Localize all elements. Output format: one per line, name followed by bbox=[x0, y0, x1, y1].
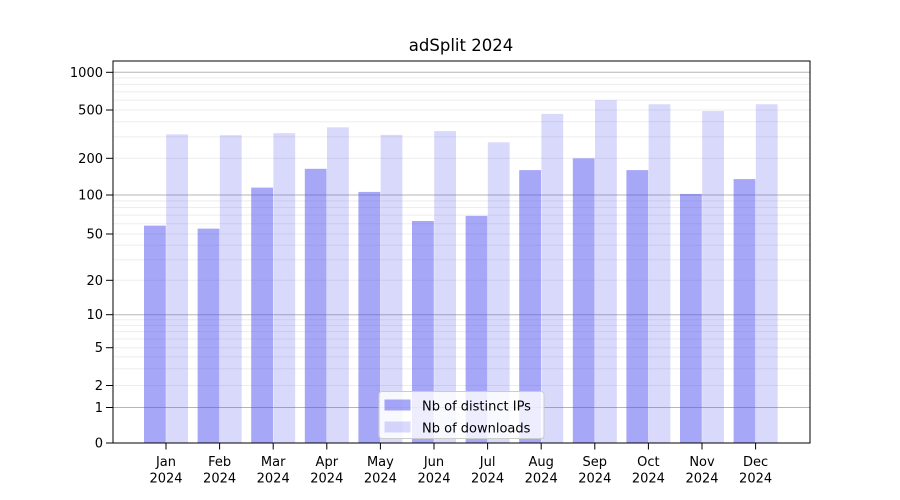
y-tick-label: 10 bbox=[86, 308, 103, 323]
bar-downloads bbox=[166, 134, 188, 444]
x-tick-label-month: May bbox=[367, 455, 394, 470]
y-tick-label: 100 bbox=[78, 189, 103, 204]
x-tick-label-month: Jul bbox=[479, 455, 496, 470]
x-tick-label-month: Feb bbox=[208, 455, 231, 470]
x-tick-label-month: Mar bbox=[261, 455, 286, 470]
bar-downloads bbox=[273, 133, 296, 444]
y-tick-label: 1000 bbox=[70, 66, 103, 81]
y-tick-label: 50 bbox=[86, 228, 103, 243]
bar-distinct-ips bbox=[572, 158, 595, 444]
bar-downloads bbox=[487, 142, 510, 443]
bar-downloads bbox=[648, 104, 671, 444]
y-tick-label: 500 bbox=[78, 104, 103, 119]
y-tick-label: 200 bbox=[78, 152, 103, 167]
bar-distinct-ips bbox=[733, 179, 756, 443]
x-tick-label-year: 2024 bbox=[310, 472, 343, 487]
x-tick-label-month: Jun bbox=[423, 455, 444, 470]
x-tick-label-month: Aug bbox=[529, 455, 554, 470]
bar-distinct-ips bbox=[412, 220, 434, 443]
bar-distinct-ips bbox=[304, 168, 327, 443]
legend-box bbox=[378, 391, 545, 439]
bar-distinct-ips bbox=[144, 225, 166, 443]
x-tick-label-month: Nov bbox=[689, 455, 715, 470]
legend-swatch-downloads bbox=[384, 421, 411, 433]
x-tick-label-month: Sep bbox=[583, 455, 608, 470]
bar-downloads bbox=[219, 135, 242, 443]
x-tick-label-year: 2024 bbox=[685, 472, 718, 487]
bar-distinct-ips bbox=[197, 228, 220, 443]
bar-distinct-ips bbox=[465, 215, 488, 443]
legend: Nb of distinct IPs Nb of downloads bbox=[378, 391, 545, 439]
bar-downloads bbox=[380, 134, 403, 443]
bar-distinct-ips bbox=[680, 193, 702, 443]
x-tick-label-year: 2024 bbox=[578, 472, 611, 487]
legend-label-distinct-ips: Nb of distinct IPs bbox=[422, 400, 531, 415]
bar-downloads bbox=[434, 131, 456, 444]
y-tick-label: 0 bbox=[95, 437, 103, 452]
bar-downloads bbox=[327, 127, 349, 443]
bar-downloads bbox=[541, 113, 564, 443]
x-tick-label-year: 2024 bbox=[525, 472, 558, 487]
x-tick-label-year: 2024 bbox=[632, 472, 665, 487]
x-axis: Jan 2024 Feb 2024 Mar 2024 Apr 2024 May 2024 Jun 20… bbox=[149, 443, 772, 487]
x-tick-label-month: Oct bbox=[637, 455, 659, 470]
chart-title: adSplit 2024 bbox=[409, 36, 513, 55]
y-axis: 0 1 2 5 10 20 50 100 200 500 1000 bbox=[70, 66, 113, 452]
bar-downloads bbox=[595, 100, 617, 443]
bar-downloads bbox=[755, 104, 778, 444]
y-tick-label: 20 bbox=[86, 274, 103, 289]
x-tick-label-year: 2024 bbox=[257, 472, 290, 487]
y-tick-label: 2 bbox=[95, 379, 103, 394]
bar-distinct-ips bbox=[626, 170, 649, 444]
x-tick-label-year: 2024 bbox=[471, 472, 504, 487]
bars bbox=[144, 100, 778, 444]
x-tick-label-year: 2024 bbox=[364, 472, 397, 487]
y-tick-label: 5 bbox=[95, 341, 103, 356]
bar-distinct-ips bbox=[251, 187, 273, 443]
x-tick-label-year: 2024 bbox=[417, 472, 450, 487]
legend-label-downloads: Nb of downloads bbox=[422, 422, 531, 437]
legend-swatch-distinct-ips bbox=[384, 399, 411, 411]
x-tick-label-month: Apr bbox=[316, 455, 339, 470]
x-tick-label-month: Jan bbox=[155, 455, 176, 470]
x-tick-label-year: 2024 bbox=[203, 472, 236, 487]
bar-downloads bbox=[702, 111, 724, 443]
y-tick-label: 1 bbox=[95, 401, 103, 416]
x-tick-label-year: 2024 bbox=[739, 472, 772, 487]
bar-distinct-ips bbox=[519, 170, 541, 444]
x-tick-label-year: 2024 bbox=[149, 472, 182, 487]
plot-frame bbox=[112, 60, 811, 444]
x-tick-label-month: Dec bbox=[743, 455, 768, 470]
bar-distinct-ips bbox=[358, 191, 381, 443]
